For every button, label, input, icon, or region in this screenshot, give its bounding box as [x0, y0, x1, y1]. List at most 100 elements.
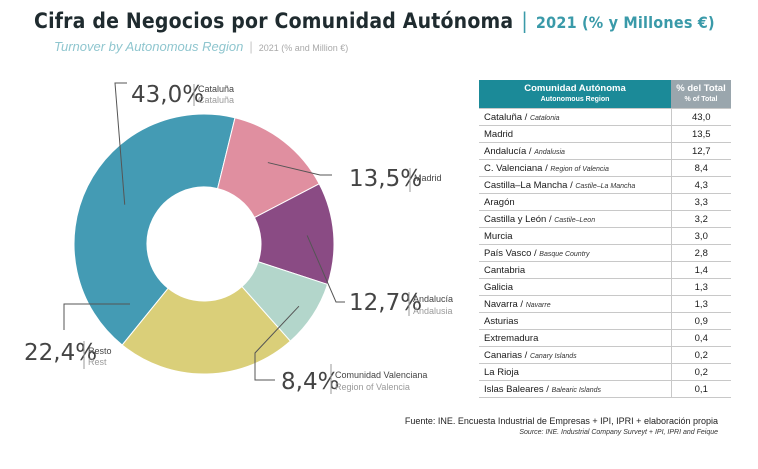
region-name-cell: País Vasco / Basque Country — [479, 244, 671, 262]
region-name: País Vasco — [484, 247, 532, 259]
table-row: Navarra / Navarre 1,3 — [479, 295, 731, 313]
title-separator: | — [521, 9, 528, 33]
source-es: Fuente: INE. Encuesta Industrial de Empr… — [404, 416, 718, 426]
leader-line-andalucia — [306, 235, 345, 303]
pct-label-resto: 22,4% — [24, 340, 97, 366]
source-en: Source: INE. Industrial Company Surveyt … — [519, 429, 718, 436]
region-percent: 12,7 — [670, 142, 731, 160]
name-separator: / — [567, 179, 576, 191]
region-name-en: Region of Valencia — [550, 165, 609, 173]
table-row: Galicia 1,3 — [479, 278, 731, 296]
region-name-en: Castile–Leon — [554, 216, 596, 224]
table-row: Cataluña / Catalonia 43,0 — [479, 108, 731, 126]
region-percent: 43,0 — [670, 108, 731, 126]
slice-label-en-andalucia: Andalusia — [413, 306, 453, 316]
region-name: Extremadura — [484, 332, 539, 344]
table-row: Cantabria 1,4 — [479, 261, 731, 279]
name-separator: / — [543, 383, 552, 395]
region-name-cell: Navarra / Navarre — [479, 295, 671, 313]
region-name-en: Balearic Islands — [551, 386, 602, 394]
region-percent: 0,2 — [670, 346, 731, 364]
table-header-percent: % del Total % of Total — [671, 80, 731, 109]
table-row: Canarias / Canary Islands 0,2 — [479, 346, 731, 364]
table-row: Madrid 13,5 — [479, 125, 731, 143]
donut-slice-0 — [73, 113, 236, 346]
leader-line-valenciana — [254, 305, 300, 381]
region-percent: 4,3 — [670, 176, 731, 194]
region-name-cell: La Rioja — [479, 363, 671, 381]
region-name-cell: Aragón — [479, 193, 671, 211]
region-percent: 3,0 — [670, 227, 731, 245]
region-name-cell: Cataluña / Catalonia — [479, 108, 671, 126]
region-name-cell: Asturias — [479, 312, 671, 330]
region-name-cell: Canarias / Canary Islands — [479, 346, 671, 364]
region-name: Canarias — [484, 349, 523, 361]
slice-label-cataluna: Cataluña — [198, 84, 234, 94]
slice-label-andalucia: Andalucía — [413, 294, 453, 304]
page-title: Cifra de Negocios por Comunidad Autónoma… — [34, 6, 734, 36]
leader-line-cataluna — [114, 82, 127, 205]
table-row: Extremadura 0,4 — [479, 329, 731, 347]
region-name-cell: Islas Baleares / Balearic Islands — [479, 380, 671, 398]
region-percent: 2,8 — [670, 244, 731, 262]
name-separator: / — [517, 298, 526, 310]
region-name: Aragón — [484, 196, 515, 208]
region-name-en: Basque Country — [539, 250, 590, 258]
slice-label-valenciana: Comunidad Valenciana — [335, 370, 427, 380]
region-name: Islas Baleares — [484, 383, 544, 395]
region-percent: 3,3 — [670, 193, 731, 211]
leader-line-madrid — [267, 162, 332, 176]
table-header-row: Comunidad Autónoma Autonomous Region % d… — [479, 80, 731, 109]
source-note: Fuente: INE. Encuesta Industrial de Empr… — [405, 415, 718, 439]
name-separator: / — [542, 162, 551, 174]
name-separator: / — [522, 349, 530, 361]
region-name: Castilla–La Mancha — [484, 179, 568, 191]
slice-label-resto: Resto — [88, 346, 112, 356]
region-name: La Rioja — [484, 366, 519, 378]
region-name-cell: Murcia — [479, 227, 671, 245]
table-row: Aragón 3,3 — [479, 193, 731, 211]
slice-label-madrid: Madrid — [414, 173, 442, 183]
region-name-en: Canary Islands — [529, 352, 577, 360]
region-percent: 0,9 — [670, 312, 731, 330]
region-name: Galicia — [484, 281, 514, 293]
region-percent: 3,2 — [670, 210, 731, 228]
slice-label-en-cataluna: Cataluña — [198, 95, 234, 105]
region-name-cell: Andalucía / Andalusia — [479, 142, 671, 160]
table-row: Asturias 0,9 — [479, 312, 731, 330]
table-row: Islas Baleares / Balearic Islands 0,1 — [479, 380, 731, 398]
region-table: Comunidad Autónoma Autonomous Region % d… — [479, 80, 731, 398]
table-row: C. Valenciana / Region of Valencia 8,4 — [479, 159, 731, 177]
slice-label-en-valenciana: Region of Valencia — [335, 382, 410, 392]
region-name: Murcia — [484, 230, 513, 242]
table-body: Cataluña / Catalonia 43,0 Madrid 13,5 Andalu… — [479, 108, 731, 398]
table-header-region-label: Comunidad Autónoma — [524, 83, 626, 94]
region-percent: 1,3 — [670, 295, 731, 313]
region-name-en: Navarre — [525, 301, 551, 309]
region-percent: 0,2 — [670, 363, 731, 381]
region-name-cell: Cantabria — [479, 261, 671, 279]
region-percent: 1,3 — [670, 278, 731, 296]
region-name: Madrid — [484, 128, 514, 140]
subtitle-text: Turnover by Autonomous Region — [54, 39, 244, 54]
region-percent: 0,4 — [670, 329, 731, 347]
region-name: Navarra — [484, 298, 518, 310]
region-name-en: Catalonia — [529, 114, 560, 122]
table-header-region: Comunidad Autónoma Autonomous Region — [479, 80, 671, 109]
table-header-percent-label: % del Total — [676, 83, 726, 94]
region-percent: 13,5 — [670, 125, 731, 143]
region-name: Cataluña — [484, 111, 523, 123]
page-subtitle: Turnover by Autonomous Region | 2021 (% an… — [54, 38, 348, 56]
region-percent: 1,4 — [670, 261, 731, 279]
region-name-en: Andalusia — [534, 148, 565, 156]
table-row: País Vasco / Basque Country 2,8 — [479, 244, 731, 262]
table-row: La Rioja 0,2 — [479, 363, 731, 381]
pct-label-cataluna: 43,0% — [131, 82, 204, 108]
region-name: Castilla y León — [484, 213, 547, 225]
region-name-cell: Madrid — [479, 125, 671, 143]
region-name: Cantabria — [484, 264, 526, 276]
table-header-region-sub: Autonomous Region — [540, 96, 610, 103]
table-row: Murcia 3,0 — [479, 227, 731, 245]
table-row: Castilla–La Mancha / Castile–La Mancha 4,… — [479, 176, 731, 194]
